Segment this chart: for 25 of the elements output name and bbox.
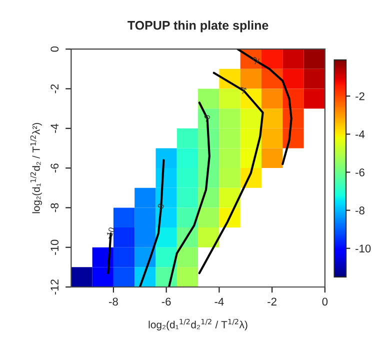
text: -4 bbox=[239, 86, 247, 95]
text: -10 bbox=[105, 226, 115, 240]
y-tick-label: -4 bbox=[50, 124, 58, 133]
x-tick-label: -4 bbox=[214, 298, 224, 306]
color-bar-label: -6 bbox=[356, 168, 364, 176]
color-bar-label: -10 bbox=[356, 244, 371, 252]
x-tick-label: -8 bbox=[109, 298, 118, 306]
text: -2 bbox=[252, 56, 260, 65]
chart-title: TOPUP thin plate spline bbox=[128, 20, 268, 32]
y-tick-label: -8 bbox=[50, 203, 59, 212]
x-tick-label: -6 bbox=[162, 298, 171, 306]
color-bar-label: -8 bbox=[356, 206, 364, 214]
color-bar-label: -4 bbox=[356, 130, 365, 138]
x-axis-title: log₂(d₁$^{1/2}$d₂$^{1/2}$ / T$^{1/2}$λ) bbox=[148, 318, 248, 330]
y-tick-label: -6 bbox=[50, 164, 59, 172]
y-tick-label: -10 bbox=[50, 240, 59, 255]
text: -8 bbox=[156, 203, 164, 212]
y-tick-label: -2 bbox=[50, 84, 58, 94]
x-tick-label: -2 bbox=[268, 298, 276, 306]
y-tick-label: -12 bbox=[50, 280, 58, 295]
color-bar-label: -2 bbox=[356, 92, 364, 100]
text: -6 bbox=[202, 114, 211, 122]
y-tick-label: 0 bbox=[50, 46, 59, 52]
y-axis-title: log₂(d₁$^{1/2}$d₂ / T$^{1/2}$λ²) bbox=[30, 123, 42, 214]
x-tick-label: 0 bbox=[322, 298, 328, 306]
